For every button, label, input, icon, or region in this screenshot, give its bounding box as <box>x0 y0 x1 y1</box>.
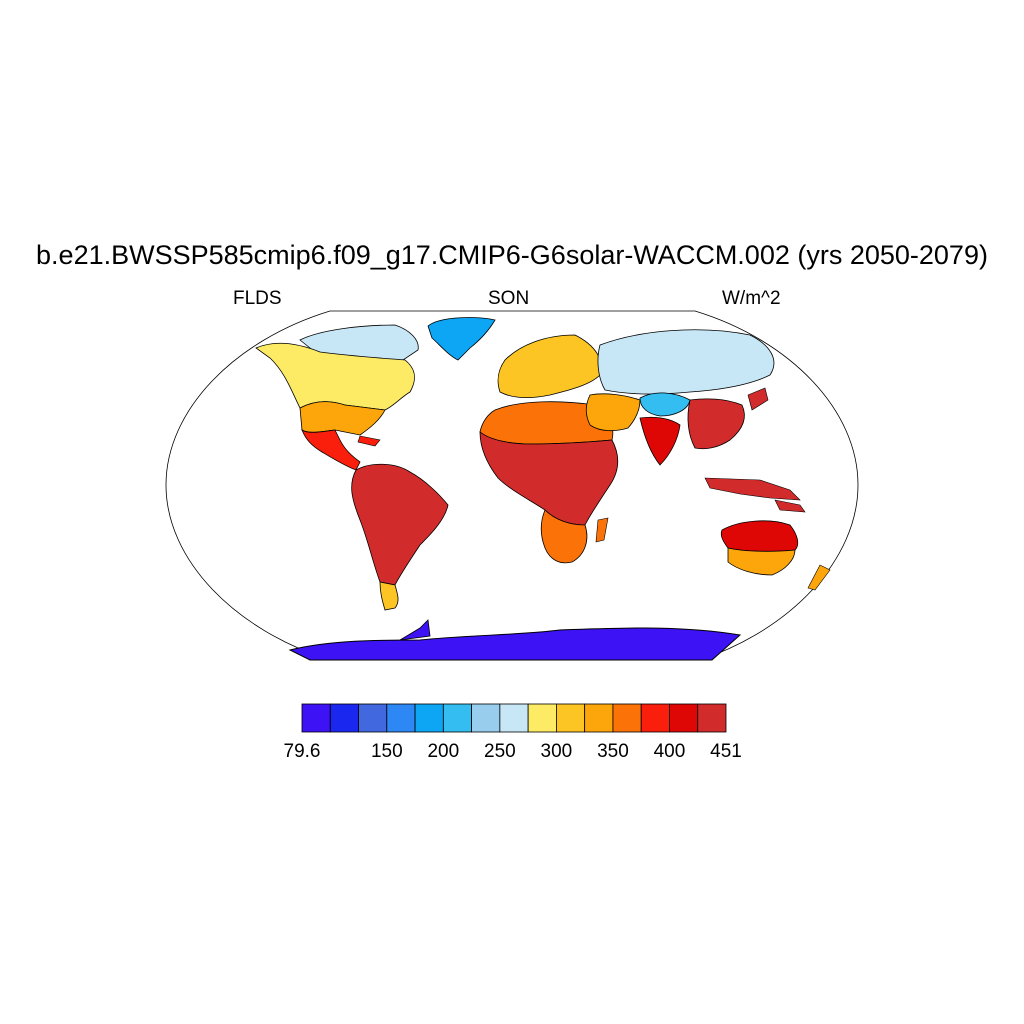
colorbar-labels: 79.6 150 200 250 300 350 400 451 <box>284 741 742 762</box>
antarctica <box>288 627 742 661</box>
colorbar-box <box>442 703 473 733</box>
new-guinea <box>774 499 806 513</box>
colorbar-tick-label: 79.6 <box>284 741 321 762</box>
middle-east <box>585 393 641 432</box>
colorbar-box <box>386 703 416 733</box>
colorbar-tick-label: 400 <box>654 741 686 762</box>
tibet <box>639 392 691 417</box>
colorbar-box <box>527 703 557 733</box>
antarctic-peninsula <box>399 619 431 641</box>
central-africa <box>479 431 619 526</box>
units-label: W/m^2 <box>722 288 781 309</box>
season-label: SON <box>488 288 530 309</box>
southern-africa <box>540 509 588 564</box>
greenland <box>427 317 496 361</box>
india <box>639 416 681 466</box>
indonesia <box>704 477 801 501</box>
southeast-asia <box>687 398 745 450</box>
colorbar-box <box>414 703 444 733</box>
central-america <box>301 428 361 471</box>
colorbar-box <box>697 703 727 733</box>
colorbar-box <box>471 703 501 733</box>
australia-south <box>727 547 796 576</box>
colorbar-box <box>612 703 642 733</box>
colorbar-tick-label: 300 <box>541 741 573 762</box>
japan <box>747 387 769 411</box>
colorbar-box <box>301 703 331 733</box>
colorbar-box <box>669 703 699 733</box>
plot-title: b.e21.BWSSP585cmip6.f09_g17.CMIP6-G6sola… <box>36 240 988 270</box>
colorbar-tick-label: 350 <box>597 741 629 762</box>
colorbar-box <box>499 703 529 733</box>
colorbar-tick-label: 200 <box>427 741 459 762</box>
colorbar-box <box>584 703 614 733</box>
colorbar-boxes <box>301 703 727 733</box>
variable-label: FLDS <box>233 288 282 309</box>
new-zealand <box>807 564 831 591</box>
colorbar-tick-label: 250 <box>484 741 516 762</box>
patagonia <box>379 581 399 611</box>
colorbar-box <box>640 703 670 733</box>
colorbar-tick-label: 150 <box>371 741 403 762</box>
madagascar <box>595 517 609 543</box>
colorbar-box <box>329 703 359 733</box>
caribbean-islands <box>357 435 381 447</box>
colorbar-box <box>556 703 586 733</box>
south-america <box>351 463 449 586</box>
colorbar-box <box>358 703 388 733</box>
europe <box>497 334 602 399</box>
siberia <box>597 329 775 395</box>
colorbar-tick-label: 451 <box>710 741 742 762</box>
